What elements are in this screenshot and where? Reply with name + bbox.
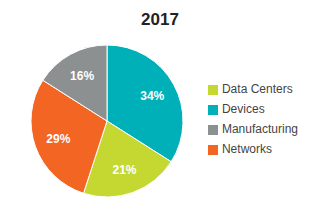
svg-text:29%: 29% [46, 132, 70, 146]
html-text:Data Centers: Data Centers [222, 82, 293, 96]
html-text:2017: 2017 [141, 10, 179, 29]
html-text:Networks: Networks [222, 142, 272, 156]
svg-text:21%: 21% [112, 163, 136, 177]
svg-text:16%: 16% [70, 69, 94, 83]
html-text:Devices: Devices [222, 102, 265, 116]
html-text:Manufacturing: Manufacturing [222, 122, 298, 136]
svg-text:34%: 34% [140, 89, 164, 103]
